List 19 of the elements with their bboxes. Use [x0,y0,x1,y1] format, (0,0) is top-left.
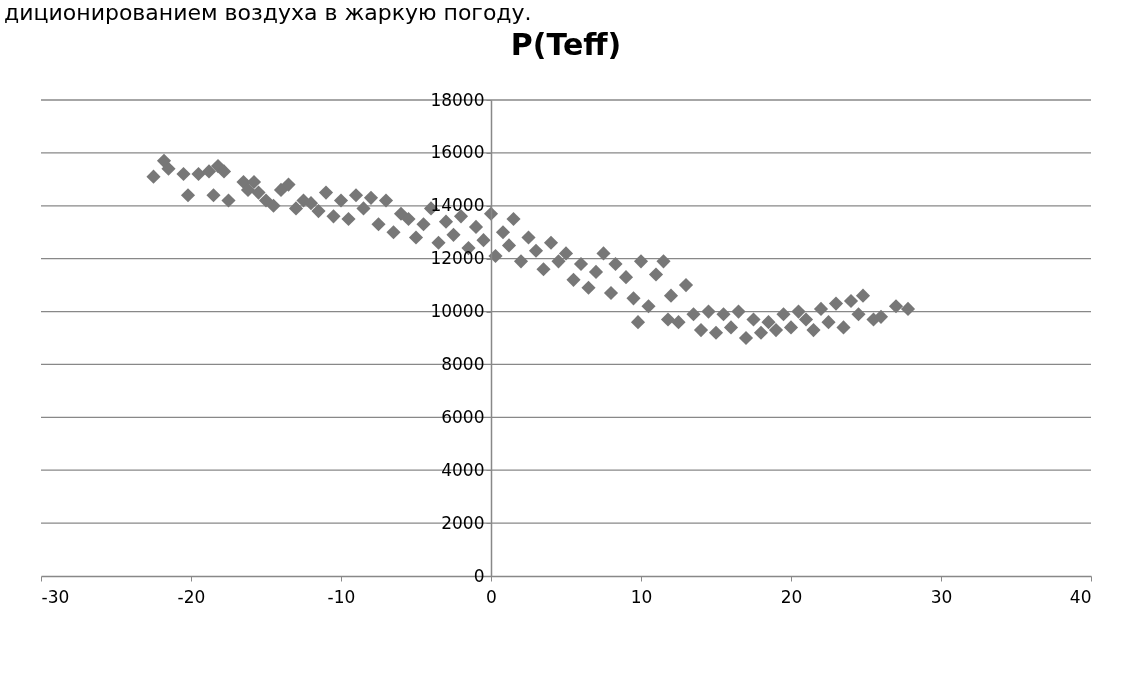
y-tick-label: 14000 [430,195,485,216]
y-tick-label: 6000 [441,406,485,427]
y-tick-label: 4000 [441,459,485,480]
y-tick-label: 10000 [430,301,485,322]
y-tick-label: 8000 [441,353,485,374]
x-tick-label: -20 [177,586,206,607]
chart-title: P(Teff) [510,27,622,62]
y-tick-label: 0 [473,565,485,586]
y-tick-label: 16000 [430,142,485,163]
y-tick-label: 18000 [430,89,485,110]
x-tick-label: 40 [1069,586,1092,607]
x-tick-label: 20 [780,586,803,607]
x-tick-label: 10 [630,586,653,607]
text: диционированием воздуха в жаркую погоду. [3,0,533,26]
y-tick-label: 12000 [430,248,485,269]
x-tick-label: 30 [930,586,953,607]
x-tick-label: -10 [327,586,356,607]
y-tick-label: 2000 [441,512,485,533]
x-tick-label: -30 [41,586,70,607]
